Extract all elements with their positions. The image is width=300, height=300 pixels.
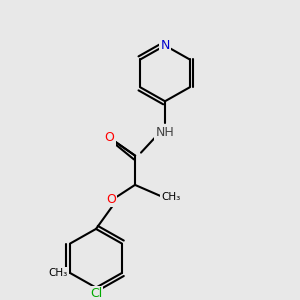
Text: CH₃: CH₃: [161, 192, 181, 202]
Text: N: N: [160, 39, 170, 52]
Text: Cl: Cl: [90, 287, 102, 300]
Text: NH: NH: [156, 126, 174, 139]
Text: O: O: [106, 193, 116, 206]
Text: CH₃: CH₃: [48, 268, 68, 278]
Text: O: O: [105, 131, 114, 144]
